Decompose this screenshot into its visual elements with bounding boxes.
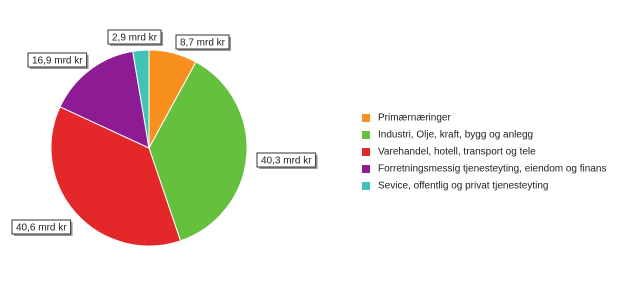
legend-label: Forretningsmessig tjenesteyting, eiendom…: [378, 164, 606, 175]
pie-slice: [59, 50, 150, 149]
data-label: 40,6 mrd kr: [11, 219, 73, 236]
label-box: [27, 52, 88, 68]
legend-label: Varehandel, hotell, transport og tele: [378, 147, 536, 158]
legend-swatch: [362, 182, 370, 190]
pie-slice: [50, 106, 182, 247]
data-label-text: 8,7 mrd kr: [180, 38, 226, 49]
legend-swatch: [362, 131, 370, 139]
pie-slice: [132, 49, 150, 149]
data-label-text: 16,9 mrd kr: [32, 56, 83, 67]
data-label: 40,3 mrd kr: [256, 152, 318, 169]
legend-label: Sevice, offentlig og privat tjenesteytin…: [378, 181, 548, 192]
label-box: [256, 152, 317, 168]
data-label: 2,9 mrd kr: [107, 29, 164, 46]
data-label-text: 40,6 mrd kr: [16, 223, 67, 234]
label-box: [107, 29, 162, 45]
data-label: 8,7 mrd kr: [175, 34, 232, 51]
legend-label: Primærnæringer: [378, 113, 451, 124]
data-label-text: 2,9 mrd kr: [112, 33, 158, 44]
data-label-text: 40,3 mrd kr: [261, 156, 312, 167]
pie-slice: [148, 61, 248, 242]
label-box: [11, 219, 72, 235]
legend-swatch: [362, 165, 370, 173]
legend-label: Industri, Olje, kraft, bygg og anlegg: [378, 130, 533, 141]
legend-swatch: [362, 148, 370, 156]
label-box: [175, 34, 230, 50]
legend-swatch: [362, 114, 370, 122]
data-label: 16,9 mrd kr: [27, 52, 89, 69]
